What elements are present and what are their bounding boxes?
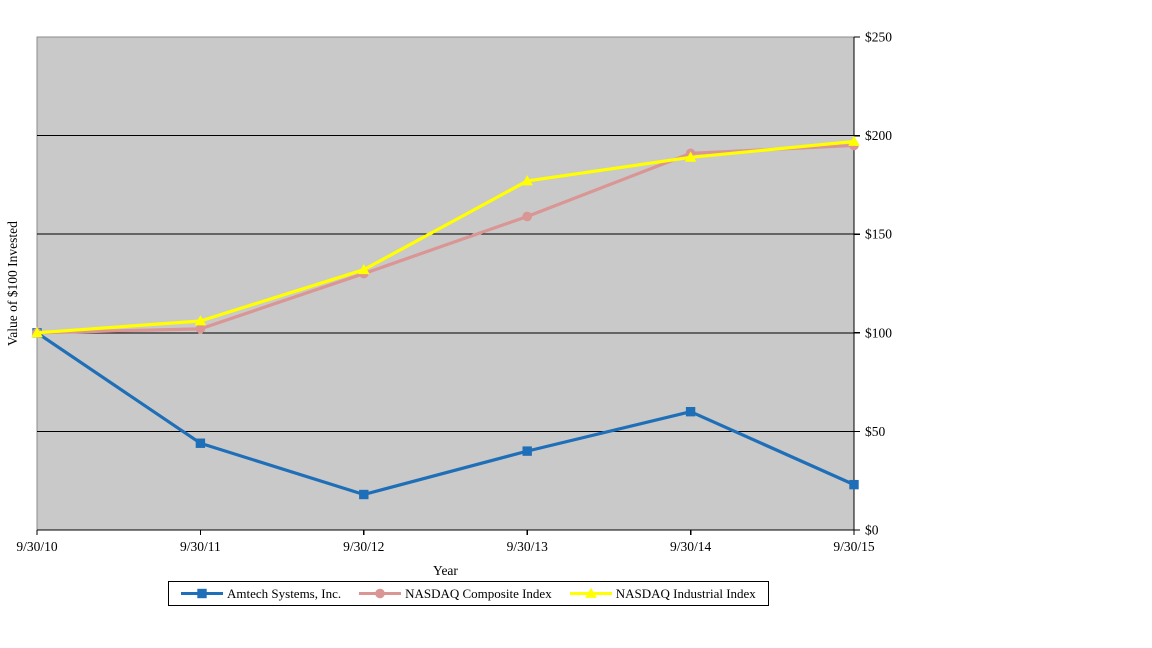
series-line-2 [35, 139, 856, 335]
x-axis-title: Year [433, 563, 458, 578]
data-point-marker-square [522, 446, 532, 456]
legend-marker-triangle [569, 587, 612, 598]
legend-marker-circle [359, 588, 402, 599]
series-line-0 [35, 331, 856, 497]
plot-area [37, 37, 854, 530]
y-axis-title: Value of $100 Invested [5, 221, 20, 346]
x-tick-label: 9/30/11 [180, 539, 221, 554]
data-point-marker-triangle [684, 151, 697, 162]
legend-marker-shape [375, 588, 385, 599]
data-point-marker-square [359, 489, 369, 500]
y-tick-label: $50 [865, 424, 886, 439]
y-tick-label: $150 [865, 227, 892, 242]
legend-item-amtech: Amtech Systems, Inc. [181, 586, 341, 602]
data-point-marker-triangle [194, 315, 207, 326]
data-point-marker-triangle [31, 327, 43, 338]
data-point-marker-triangle [848, 135, 860, 146]
data-point-marker-triangle [358, 263, 370, 275]
series-line-1 [35, 143, 856, 335]
y-tick-label: $200 [865, 128, 892, 143]
y-tick-label: $250 [865, 30, 892, 45]
data-point-marker-circle [522, 211, 532, 222]
legend-label: Amtech Systems, Inc. [227, 585, 342, 601]
data-point-marker-square [195, 438, 206, 448]
x-tick-label: 9/30/10 [16, 539, 58, 554]
x-tick-label: 9/30/15 [833, 539, 875, 554]
data-point-marker-circle [195, 324, 206, 334]
x-tick-label: 9/30/14 [670, 539, 712, 554]
legend-label: NASDAQ Industrial Index [615, 585, 756, 601]
series-2 [31, 135, 860, 338]
legend-marker-shape [197, 588, 207, 599]
plot-border [36, 36, 854, 530]
x-tick-label: 9/30/13 [507, 539, 549, 554]
legend-label: NASDAQ Composite Index [405, 585, 552, 601]
legend-item-nasdaq-composite: NASDAQ Composite Index [359, 586, 552, 602]
legend-marker-shape [584, 587, 597, 598]
legend-marker-square [181, 588, 223, 599]
y-tick-label: $100 [865, 325, 892, 340]
x-tick-label: 9/30/12 [343, 539, 384, 554]
legend: Amtech Systems, Inc. NASDAQ Composite In… [168, 581, 769, 606]
y-tick-label: $0 [865, 523, 879, 538]
legend-item-nasdaq-industrial: NASDAQ Industrial Index [569, 585, 756, 602]
data-point-marker-triangle [521, 175, 533, 186]
data-point-marker-square [849, 479, 859, 490]
data-point-marker-square [685, 406, 696, 417]
